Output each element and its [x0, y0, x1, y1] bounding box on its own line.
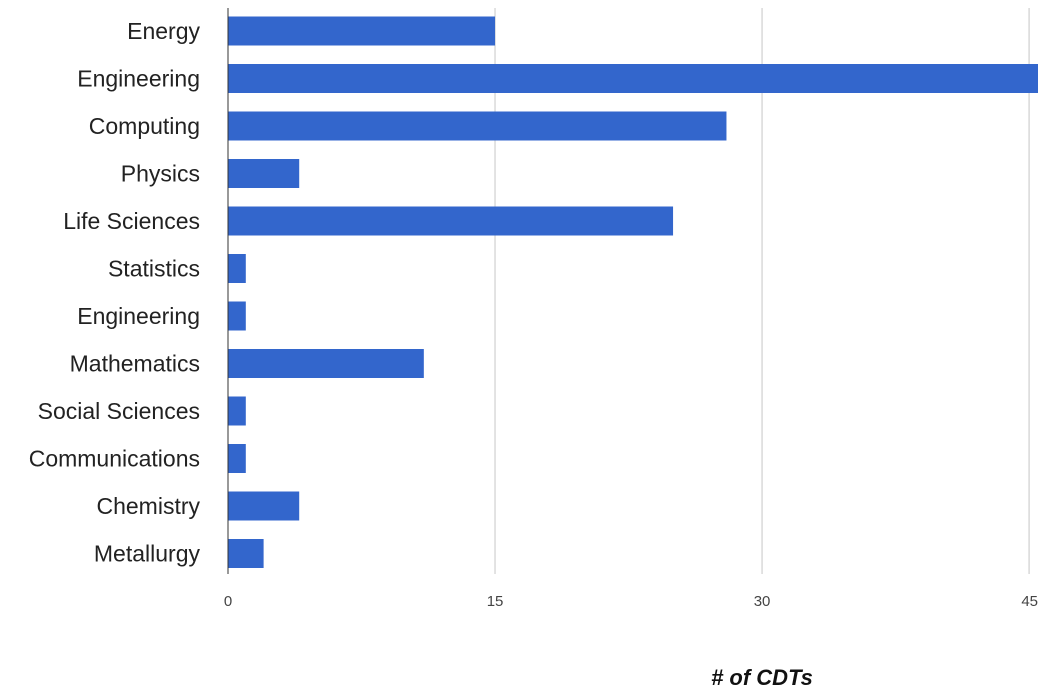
bar-11	[228, 539, 264, 568]
category-label-5: Statistics	[108, 256, 200, 282]
x-tick-label-3: 45	[1021, 593, 1038, 610]
bar-4	[228, 206, 674, 236]
category-label-8: Social Sciences	[38, 398, 200, 424]
bar-5	[228, 254, 246, 283]
bars	[228, 16, 1038, 568]
category-label-1: Engineering	[77, 66, 200, 92]
bar-9	[228, 444, 246, 473]
gridlines	[494, 8, 1030, 574]
x-tick-label-0: 0	[224, 593, 232, 610]
category-label-6: Engineering	[77, 303, 200, 329]
category-label-0: Energy	[127, 18, 200, 44]
category-labels: Energy Engineering Computing Physics Life Sc…	[29, 18, 201, 567]
bar-1	[228, 64, 1038, 93]
bar-0	[228, 16, 496, 46]
bar-10	[228, 491, 300, 521]
x-tick-label-1: 15	[487, 593, 504, 610]
category-label-10: Chemistry	[96, 493, 200, 519]
x-axis-title: # of CDTs	[711, 665, 813, 690]
bar-3	[228, 159, 300, 188]
category-label-4: Life Sciences	[63, 208, 200, 234]
category-label-9: Communications	[29, 446, 200, 472]
bar-7	[228, 349, 424, 378]
bar-2	[228, 111, 727, 141]
category-label-2: Computing	[89, 113, 200, 139]
x-tick-label-2: 30	[754, 593, 771, 610]
category-label-7: Mathematics	[70, 351, 200, 377]
x-tick-labels: 0 15 30 45	[224, 593, 1038, 610]
category-label-3: Physics	[121, 161, 200, 187]
bar-8	[228, 396, 246, 426]
bar-6	[228, 301, 246, 331]
category-label-11: Metallurgy	[94, 541, 201, 567]
